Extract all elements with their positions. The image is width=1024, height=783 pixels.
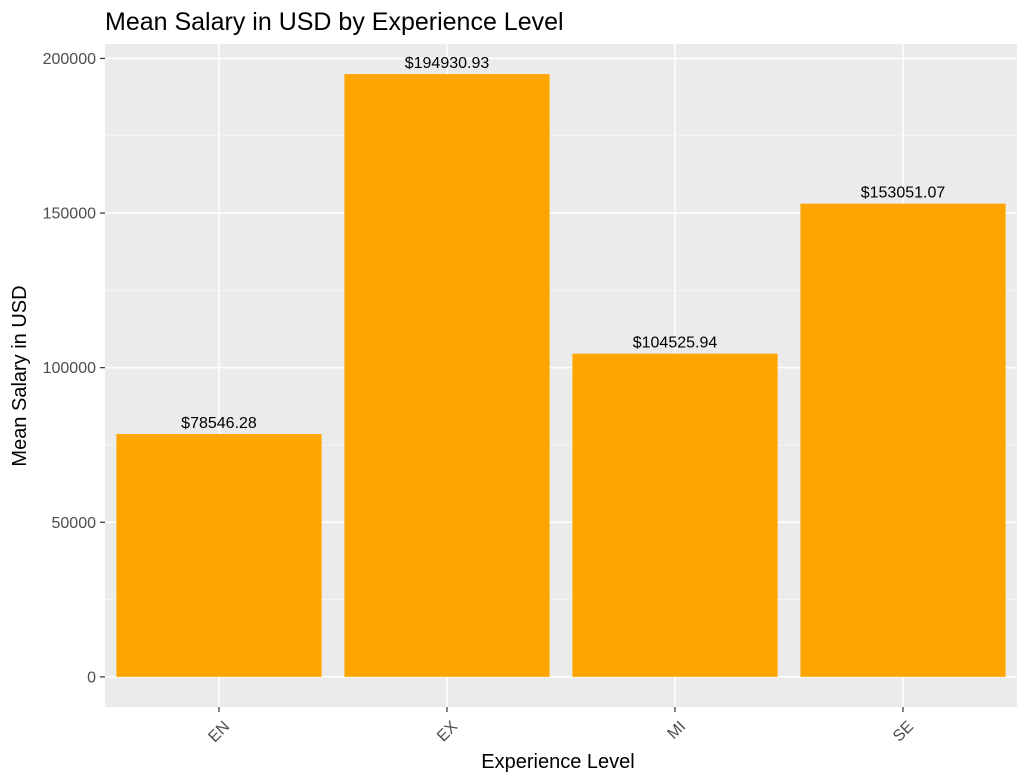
x-tick-label-mi: MI <box>665 718 690 743</box>
bar-mi <box>572 353 778 677</box>
x-tick-label-en: EN <box>205 718 233 746</box>
y-tick-label: 200000 <box>43 51 96 68</box>
x-tick-label-ex: EX <box>434 718 461 745</box>
x-tick-label-se: SE <box>890 718 917 745</box>
y-tick-label: 0 <box>87 669 96 686</box>
y-tick-label: 100000 <box>43 360 96 377</box>
x-axis-title: Experience Level <box>481 751 634 773</box>
x-axis: EN EX MI SE <box>205 707 917 746</box>
bar-ex <box>344 74 550 677</box>
bar-se <box>800 203 1006 677</box>
bar-en <box>116 433 322 677</box>
data-label-se: $153051.07 <box>861 185 946 202</box>
y-tick-label: 150000 <box>43 206 96 223</box>
data-label-en: $78546.28 <box>181 415 257 432</box>
bars <box>116 74 1006 677</box>
y-axis: 0 50000 100000 150000 200000 <box>43 51 105 686</box>
chart-title: Mean Salary in USD by Experience Level <box>105 8 564 36</box>
data-label-ex: $194930.93 <box>405 55 490 72</box>
y-axis-title: Mean Salary in USD <box>9 285 31 466</box>
y-tick-label: 50000 <box>52 515 97 532</box>
data-labels: $78546.28 $194930.93 $104525.94 $153051.07 <box>181 55 945 432</box>
data-label-mi: $104525.94 <box>633 335 718 352</box>
